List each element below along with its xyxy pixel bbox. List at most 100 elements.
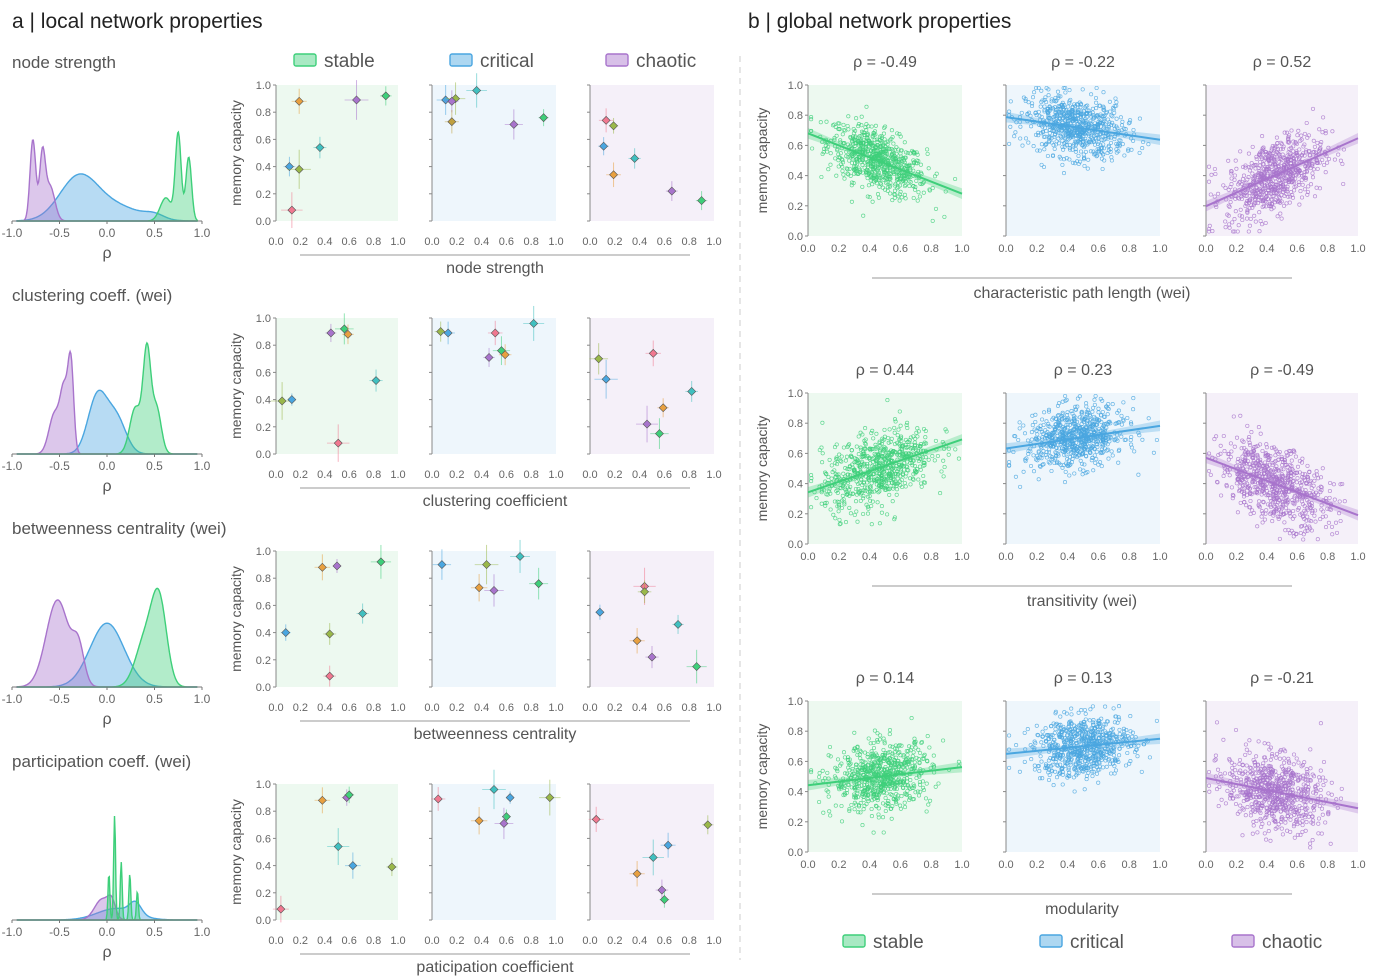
scatter-point	[921, 190, 926, 195]
data-point	[358, 609, 368, 618]
scatter-point	[888, 191, 893, 196]
scatter-point	[833, 124, 838, 129]
scatter-point	[885, 184, 890, 190]
scatter-point	[1031, 144, 1036, 149]
y-tick-label: 0.6	[788, 756, 803, 768]
scatter-point	[854, 162, 860, 167]
scatter-point	[820, 151, 825, 157]
x-tick-label: 0.8	[924, 243, 939, 255]
data-point	[376, 557, 386, 567]
x-tick-label: 0.8	[682, 935, 697, 947]
row-title: clustering coeff. (wei)	[12, 286, 172, 305]
plot-bg-critical	[432, 551, 556, 687]
scatter-point	[865, 136, 870, 141]
x-tick-label: 0.0	[1198, 551, 1213, 563]
data-point	[352, 95, 361, 105]
y-axis-label: memory capacity	[754, 108, 770, 214]
plot-bg-chaotic	[590, 318, 714, 454]
x-tick-label: 0.6	[1290, 551, 1305, 563]
rho-label: ρ = 0.23	[1054, 362, 1113, 379]
x-tick-label: 0.6	[657, 469, 672, 481]
x-tick-label: 1.0	[706, 702, 721, 714]
kde-x-label: ρ	[102, 711, 111, 728]
scatter-point	[826, 167, 831, 172]
scatter-point	[836, 126, 841, 132]
data-point	[489, 785, 499, 794]
x-tick-label: 0.2	[607, 702, 622, 714]
scatter-point	[1058, 94, 1063, 99]
x-tick-label: 0.0	[998, 551, 1013, 563]
scatter-point	[840, 164, 845, 169]
x-tick-label: 0.4	[474, 935, 489, 947]
scatter-point	[917, 194, 922, 199]
scatter-point	[1094, 100, 1099, 105]
kde-x-label: ρ	[102, 944, 111, 961]
scatter-point	[845, 154, 850, 160]
scatter-point	[810, 146, 815, 151]
x-tick-label: 1.0	[954, 551, 969, 563]
x-tick-label: 0.6	[342, 935, 357, 947]
y-tick-label: 0.8	[256, 573, 271, 585]
scatter-chaotic: 0.0 0.2 0.4 0.6 0.8 1.0	[582, 550, 722, 714]
scatter-point	[865, 194, 870, 199]
x-tick-label: 0.8	[524, 702, 539, 714]
scatter-point	[876, 161, 881, 167]
data-point	[703, 820, 713, 830]
data-point	[534, 579, 544, 589]
x-tick-label: 0.6	[893, 551, 908, 563]
scatter-point	[1078, 149, 1084, 154]
y-tick-label: 0.4	[256, 628, 271, 640]
x-tick-label: 0.6	[499, 935, 514, 947]
scatter-point	[1101, 152, 1106, 157]
scatter-point	[1060, 162, 1065, 167]
scatter-point	[809, 117, 814, 122]
data-point	[630, 154, 640, 163]
x-tick-label: 0.4	[1060, 551, 1075, 563]
scatter-point	[1057, 154, 1062, 159]
scatter-point	[903, 150, 909, 155]
points	[809, 104, 958, 223]
scatter-point	[911, 168, 916, 173]
scatter-point	[835, 147, 840, 152]
x-tick-label: 0.0	[800, 243, 815, 255]
plot-bg-stable	[276, 85, 398, 221]
scatter-point	[872, 137, 877, 142]
scatter-point	[903, 179, 908, 184]
x-tick-label: 0.6	[657, 935, 672, 947]
scatter-point	[1037, 148, 1042, 153]
scatter-point	[809, 128, 814, 134]
data-point	[545, 793, 555, 803]
x-tick-label: 1.0	[548, 469, 563, 481]
scatter-point	[838, 138, 843, 143]
scatter-point	[852, 171, 857, 176]
x-tick-label: 0.8	[366, 236, 381, 248]
kde-critical	[16, 389, 198, 455]
y-tick-label: 0.0	[788, 847, 803, 859]
x-tick-label: 0.4	[1060, 243, 1075, 255]
scatter-point	[876, 195, 881, 200]
x-tick-label: 0.8	[682, 236, 697, 248]
y-tick-label: 0.2	[256, 888, 271, 900]
scatter-point	[894, 145, 899, 150]
x-tick-label: 0.2	[607, 935, 622, 947]
x-tick-label: 0.2	[449, 702, 464, 714]
scatter-point	[870, 199, 875, 204]
data-point	[276, 904, 286, 914]
x-axis-label: transitivity (wei)	[1027, 593, 1137, 610]
scatter-point	[1026, 140, 1031, 145]
x-tick-label: 0.0	[424, 935, 439, 947]
scatter-point	[890, 167, 895, 172]
scatter-point	[870, 182, 875, 187]
scatter-point	[1038, 104, 1043, 109]
scatter-point	[833, 156, 838, 161]
x-tick-label: 0.6	[342, 236, 357, 248]
scatter-point	[897, 198, 902, 203]
kde-x-tick-label: 0.5	[146, 692, 163, 706]
scatter-point	[1131, 127, 1136, 133]
scatter-point	[1044, 100, 1049, 105]
scatter-point	[883, 180, 889, 185]
scatter-point	[867, 195, 872, 200]
scatter-point	[1054, 98, 1059, 103]
scatter-point	[860, 184, 865, 189]
scatter-point	[1080, 137, 1085, 142]
